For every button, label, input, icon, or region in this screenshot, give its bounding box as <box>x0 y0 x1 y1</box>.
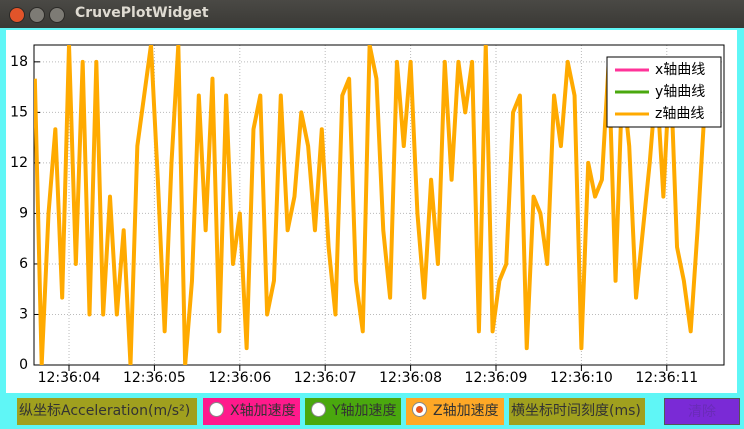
radio-label: Y轴加速度 <box>332 403 397 419</box>
minimize-button[interactable] <box>29 7 45 23</box>
x-tick-label: 12:36:06 <box>208 370 271 386</box>
radio-indicator[interactable] <box>412 402 427 417</box>
chart: 0 3 6 9 12 15 18 12:36:04 12:36:05 12:36:06 12:36:… <box>6 30 737 393</box>
title-bar: CruvePlotWidget <box>0 0 744 28</box>
legend-label: y轴曲线 <box>655 84 705 100</box>
x-tick-label: 12:36:09 <box>465 370 528 386</box>
y-axis-label: 纵坐标Acceleration(m/s²) <box>17 398 197 425</box>
radio-y[interactable]: Y轴加速度 <box>305 398 401 425</box>
window-title: CruvePlotWidget <box>75 5 209 21</box>
y-tick-label: 6 <box>19 256 28 272</box>
series-line <box>34 45 707 365</box>
y-tick-label: 9 <box>19 205 28 221</box>
x-tick-label: 12:36:07 <box>294 370 357 386</box>
radio-indicator[interactable] <box>311 402 326 417</box>
y-tick-label: 3 <box>19 306 28 322</box>
y-tick-label: 0 <box>19 357 28 373</box>
legend-label: x轴曲线 <box>655 62 705 78</box>
legend-label: z轴曲线 <box>655 106 704 122</box>
radio-indicator[interactable] <box>209 402 224 417</box>
series-group <box>34 45 707 365</box>
radio-label: Z轴加速度 <box>433 403 499 419</box>
x-tick-label: 12:36:04 <box>38 370 101 386</box>
maximize-button[interactable] <box>49 7 65 23</box>
y-tick-label: 18 <box>10 54 28 70</box>
radio-x[interactable]: X轴加速度 <box>203 398 300 425</box>
y-tick-label: 12 <box>10 155 28 171</box>
plot-frame <box>33 44 725 366</box>
x-tick-label: 12:36:05 <box>123 370 186 386</box>
clear-button[interactable]: 清除 <box>664 398 740 425</box>
x-tick-label: 12:36:11 <box>635 370 698 386</box>
radio-label: X轴加速度 <box>230 403 296 419</box>
x-tick-label: 12:36:08 <box>379 370 442 386</box>
y-tick-label: 15 <box>10 104 28 120</box>
x-tick-label: 12:36:10 <box>550 370 613 386</box>
x-axis-label: 横坐标时间刻度(ms) <box>509 398 645 425</box>
close-button[interactable] <box>9 7 25 23</box>
radio-z[interactable]: Z轴加速度 <box>406 398 504 425</box>
